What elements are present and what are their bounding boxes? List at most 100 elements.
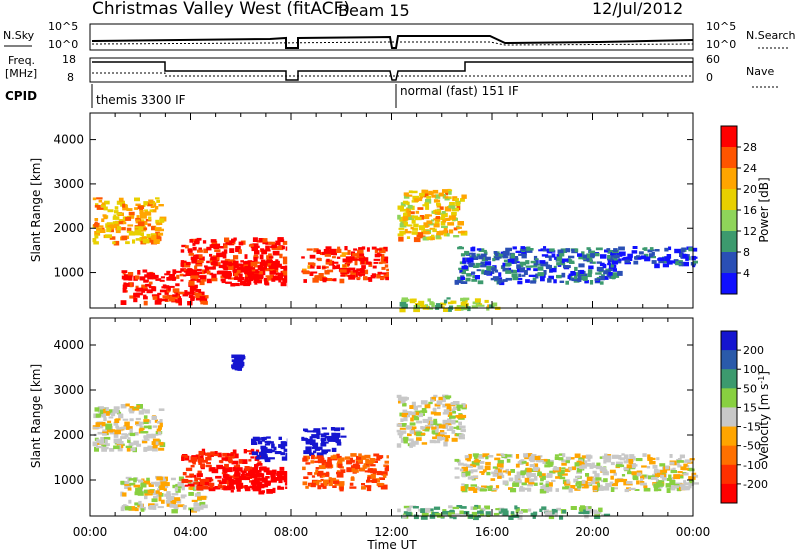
heatmap-cell	[562, 453, 566, 458]
heatmap-cell	[588, 506, 592, 509]
heatmap-cell	[540, 263, 547, 267]
heatmap-cell	[351, 468, 355, 472]
heatmap-cell	[279, 253, 283, 259]
heatmap-cell	[316, 455, 323, 459]
heatmap-cell	[446, 405, 451, 408]
heatmap-cell	[400, 219, 407, 225]
heatmap-cell	[327, 449, 331, 452]
heatmap-cell	[471, 252, 476, 258]
heatmap-cell	[624, 262, 631, 265]
heatmap-cell	[567, 275, 571, 279]
heatmap-cell	[399, 223, 407, 228]
heatmap-cell	[318, 465, 326, 470]
heatmap-cell	[158, 447, 165, 451]
heatmap-cell	[159, 441, 164, 446]
heatmap-cell	[96, 207, 104, 210]
heatmap-cell	[233, 453, 239, 459]
heatmap-cell	[677, 458, 682, 461]
heatmap-cell	[321, 439, 325, 443]
colorbar-segment	[721, 331, 737, 351]
heatmap-cell	[175, 488, 181, 493]
heatmap-cell	[96, 230, 103, 233]
heatmap-cell	[332, 256, 336, 259]
heatmap-cell	[263, 467, 270, 473]
heatmap-cell	[502, 250, 510, 256]
heatmap-cell	[635, 458, 643, 462]
heatmap-cell	[472, 301, 480, 305]
heatmap-cell	[438, 396, 443, 401]
heatmap-cell	[212, 453, 219, 457]
heatmap-cell	[150, 205, 155, 208]
heatmap-cell	[396, 443, 402, 448]
heatmap-cell	[139, 425, 143, 428]
heatmap-cell	[233, 480, 238, 485]
heatmap-cell	[168, 498, 173, 501]
heatmap-cell	[187, 248, 193, 252]
heatmap-cell	[128, 275, 133, 278]
heatmap-cell	[411, 413, 416, 418]
heatmap-cell	[238, 241, 244, 246]
heatmap-cell	[135, 421, 141, 425]
heatmap-cell	[547, 514, 554, 517]
heatmap-cell	[159, 218, 165, 223]
heatmap-cell	[312, 262, 316, 267]
heatmap-cell	[521, 460, 527, 464]
heatmap-cell	[317, 485, 322, 490]
heatmap-cell	[205, 464, 212, 468]
heatmap-cell	[402, 298, 410, 302]
heatmap-cell	[358, 453, 362, 457]
heatmap-cell	[335, 439, 341, 444]
heatmap-cell	[133, 293, 140, 298]
heatmap-cell	[595, 477, 602, 481]
heatmap-cell	[541, 254, 549, 257]
heatmap-cell	[266, 489, 273, 494]
heatmap-cell	[582, 276, 588, 281]
heatmap-cell	[143, 480, 151, 485]
heatmap-cell	[542, 249, 548, 252]
heatmap-cell	[193, 482, 199, 485]
heatmap-cell	[328, 481, 333, 487]
heatmap-cell	[632, 475, 639, 480]
heatmap-cell	[554, 512, 558, 517]
heatmap-cell	[302, 270, 310, 275]
heatmap-cell	[94, 234, 99, 239]
heatmap-cell	[413, 237, 421, 243]
heatmap-cell	[138, 479, 144, 483]
heatmap-cell	[447, 189, 453, 192]
heatmap-cell	[380, 484, 388, 490]
heatmap-cell	[125, 403, 130, 407]
heatmap-cell	[633, 260, 639, 265]
heatmap-cell	[616, 259, 622, 264]
heatmap-cell	[221, 271, 227, 277]
heatmap-cell	[158, 204, 164, 207]
heatmap-cell	[640, 475, 645, 480]
heatmap-cell	[275, 272, 280, 276]
heatmap-cell	[183, 269, 188, 272]
data-gap	[287, 114, 299, 307]
colorbar-tick-label: 50	[743, 382, 757, 395]
heatmap-cell	[407, 204, 413, 209]
heatmap-cell	[107, 420, 112, 423]
heatmap-cell	[129, 432, 136, 437]
colorbar-tick-label: 16	[743, 204, 757, 217]
heatmap-cell	[348, 275, 356, 280]
heatmap-cell	[447, 418, 452, 423]
heatmap-cell	[449, 202, 455, 206]
heatmap-cell	[643, 253, 649, 258]
heatmap-cell	[480, 253, 487, 258]
heatmap-cell	[448, 204, 455, 209]
colorbar-segment	[721, 147, 737, 169]
heatmap-cell	[118, 219, 123, 222]
heatmap-cell	[406, 426, 413, 430]
heatmap-cell	[400, 423, 407, 427]
heatmap-cell	[595, 247, 603, 251]
heatmap-cell	[200, 495, 207, 500]
heatmap-cell	[178, 296, 182, 299]
heatmap-cell	[428, 236, 435, 241]
heatmap-cell	[140, 508, 145, 512]
heatmap-cell	[407, 433, 412, 437]
colorbar-segment	[721, 388, 737, 408]
heatmap-cell	[154, 227, 162, 232]
xtick-label: 20:00	[575, 525, 610, 539]
